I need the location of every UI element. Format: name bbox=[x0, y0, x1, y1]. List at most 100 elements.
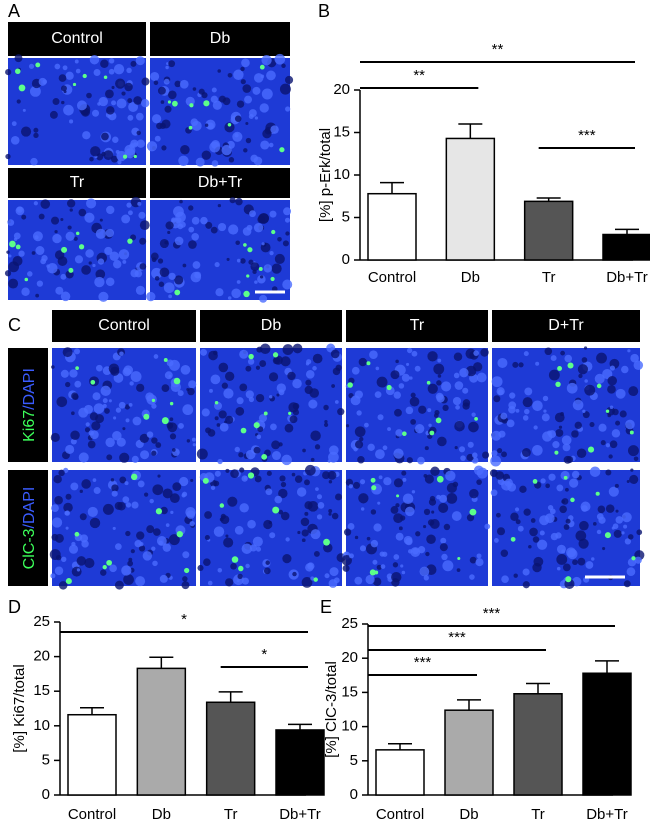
texture bbox=[369, 569, 376, 576]
texture bbox=[387, 427, 391, 431]
texture bbox=[480, 348, 489, 357]
texture bbox=[229, 197, 236, 204]
texture bbox=[75, 231, 80, 236]
texture bbox=[563, 524, 570, 530]
texture bbox=[328, 512, 332, 516]
texture bbox=[62, 347, 73, 358]
texture bbox=[151, 437, 158, 444]
texture bbox=[106, 559, 113, 566]
texture bbox=[125, 418, 130, 423]
texture bbox=[445, 470, 456, 482]
texture bbox=[150, 252, 159, 261]
texture bbox=[533, 556, 544, 567]
texture bbox=[159, 574, 168, 583]
texture bbox=[226, 257, 230, 261]
texture bbox=[382, 445, 388, 451]
texture bbox=[106, 454, 113, 461]
texture bbox=[351, 366, 360, 375]
significance-stars: ** bbox=[413, 67, 425, 84]
micrograph bbox=[50, 347, 197, 463]
texture bbox=[248, 396, 255, 403]
texture bbox=[236, 100, 245, 108]
texture bbox=[301, 577, 313, 588]
texture bbox=[231, 556, 239, 563]
texture bbox=[235, 197, 243, 206]
texture bbox=[292, 343, 303, 354]
texture bbox=[571, 430, 579, 438]
texture bbox=[9, 240, 16, 248]
texture bbox=[97, 258, 105, 265]
texture bbox=[153, 528, 161, 536]
texture bbox=[287, 371, 296, 381]
texture bbox=[411, 490, 416, 494]
texture bbox=[393, 478, 404, 488]
texture bbox=[115, 543, 122, 550]
texture bbox=[611, 429, 621, 438]
texture bbox=[254, 116, 259, 120]
texture bbox=[255, 546, 262, 552]
texture bbox=[271, 263, 282, 274]
texture bbox=[405, 506, 415, 517]
texture bbox=[112, 430, 122, 441]
y-tick-label: 20 bbox=[333, 81, 350, 98]
texture bbox=[177, 223, 184, 230]
x-tick-label: Db bbox=[461, 269, 480, 286]
texture bbox=[400, 564, 404, 568]
texture bbox=[414, 423, 425, 434]
y-tick-label: 10 bbox=[333, 166, 350, 183]
texture bbox=[613, 529, 622, 538]
y-tick-label: 0 bbox=[342, 251, 350, 268]
header-box bbox=[346, 310, 488, 342]
texture bbox=[219, 422, 229, 432]
texture bbox=[510, 536, 516, 542]
texture bbox=[91, 421, 101, 431]
texture bbox=[114, 501, 123, 510]
texture bbox=[304, 479, 310, 486]
texture bbox=[561, 499, 566, 504]
texture bbox=[506, 419, 515, 428]
texture bbox=[204, 511, 212, 519]
header-box bbox=[150, 168, 290, 198]
significance-stars: *** bbox=[483, 605, 501, 622]
texture bbox=[423, 525, 427, 529]
texture bbox=[18, 84, 26, 92]
texture bbox=[190, 271, 202, 283]
texture bbox=[469, 508, 477, 516]
texture bbox=[265, 560, 270, 565]
texture bbox=[52, 98, 60, 106]
y-axis-label: [%] Ki67/total bbox=[11, 664, 28, 752]
texture bbox=[180, 364, 191, 375]
texture bbox=[557, 366, 563, 371]
texture bbox=[126, 67, 132, 74]
texture bbox=[63, 104, 74, 116]
texture bbox=[111, 155, 118, 163]
texture bbox=[614, 483, 619, 488]
texture bbox=[429, 430, 435, 436]
texture bbox=[76, 100, 87, 111]
texture bbox=[281, 454, 292, 466]
texture bbox=[130, 473, 138, 481]
texture bbox=[566, 382, 578, 394]
texture bbox=[451, 511, 462, 521]
texture bbox=[255, 393, 265, 403]
bar bbox=[523, 200, 574, 261]
texture bbox=[224, 122, 235, 133]
texture bbox=[105, 277, 115, 287]
texture bbox=[565, 518, 571, 524]
texture bbox=[374, 391, 382, 399]
texture bbox=[269, 532, 276, 539]
texture bbox=[277, 237, 282, 242]
texture bbox=[436, 475, 444, 483]
texture bbox=[524, 408, 530, 415]
texture bbox=[188, 125, 193, 130]
texture bbox=[301, 529, 309, 537]
texture bbox=[469, 556, 477, 564]
texture bbox=[154, 135, 161, 142]
texture bbox=[589, 422, 595, 428]
texture bbox=[424, 446, 429, 451]
texture bbox=[169, 433, 177, 440]
texture bbox=[162, 488, 173, 499]
texture bbox=[510, 512, 519, 521]
texture bbox=[276, 393, 280, 397]
texture bbox=[236, 280, 241, 284]
